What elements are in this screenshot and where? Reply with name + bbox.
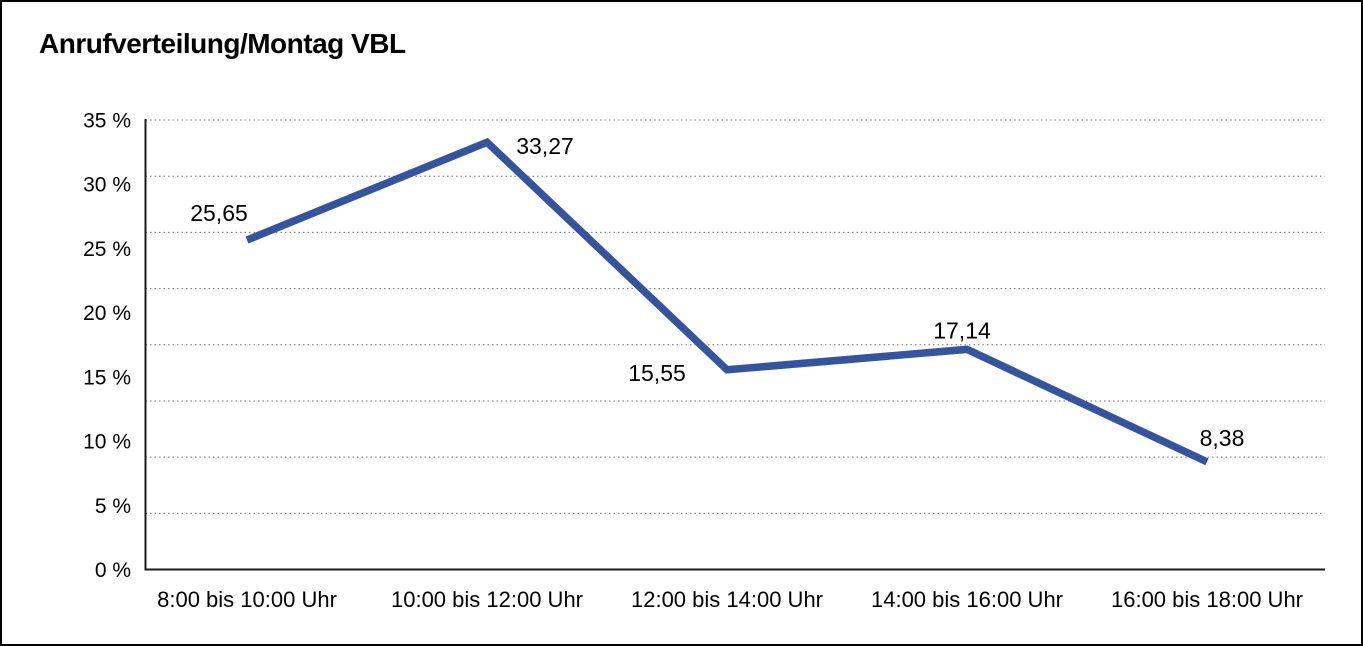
y-tick-label: 25 % [83,238,131,261]
x-category-label: 10:00 bis 12:00 Uhr [391,587,583,612]
data-point-label: 33,27 [516,133,574,159]
y-tick-label: 30 % [83,174,131,197]
data-point-label: 17,14 [933,317,991,343]
x-category-label: 12:00 bis 14:00 Uhr [631,587,823,612]
data-point-label: 25,65 [190,200,248,226]
y-tick-label: 20 % [83,302,131,325]
x-category-label: 16:00 bis 18:00 Uhr [1111,587,1303,612]
data-line [245,137,1209,466]
data-point-label: 15,55 [628,360,686,386]
chart-title: Anrufverteilung/Montag VBL [39,28,406,59]
y-tick-label: 5 % [95,495,131,518]
y-tick-label: 0 % [95,559,131,582]
x-category-label: 8:00 bis 10:00 Uhr [157,587,337,612]
x-category-label: 14:00 bis 16:00 Uhr [871,587,1063,612]
y-tick-label: 10 % [83,431,131,454]
data-point-label: 8,38 [1200,425,1245,451]
y-tick-label: 35 % [83,110,131,133]
y-tick-label: 15 % [83,366,131,389]
